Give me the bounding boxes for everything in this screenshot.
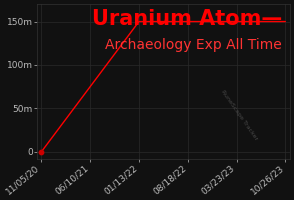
Text: Uranium Atom—: Uranium Atom— xyxy=(92,9,282,29)
Text: RuneScape Tracker: RuneScape Tracker xyxy=(220,90,258,142)
Text: Archaeology Exp All Time: Archaeology Exp All Time xyxy=(106,38,282,52)
Point xyxy=(39,150,44,153)
